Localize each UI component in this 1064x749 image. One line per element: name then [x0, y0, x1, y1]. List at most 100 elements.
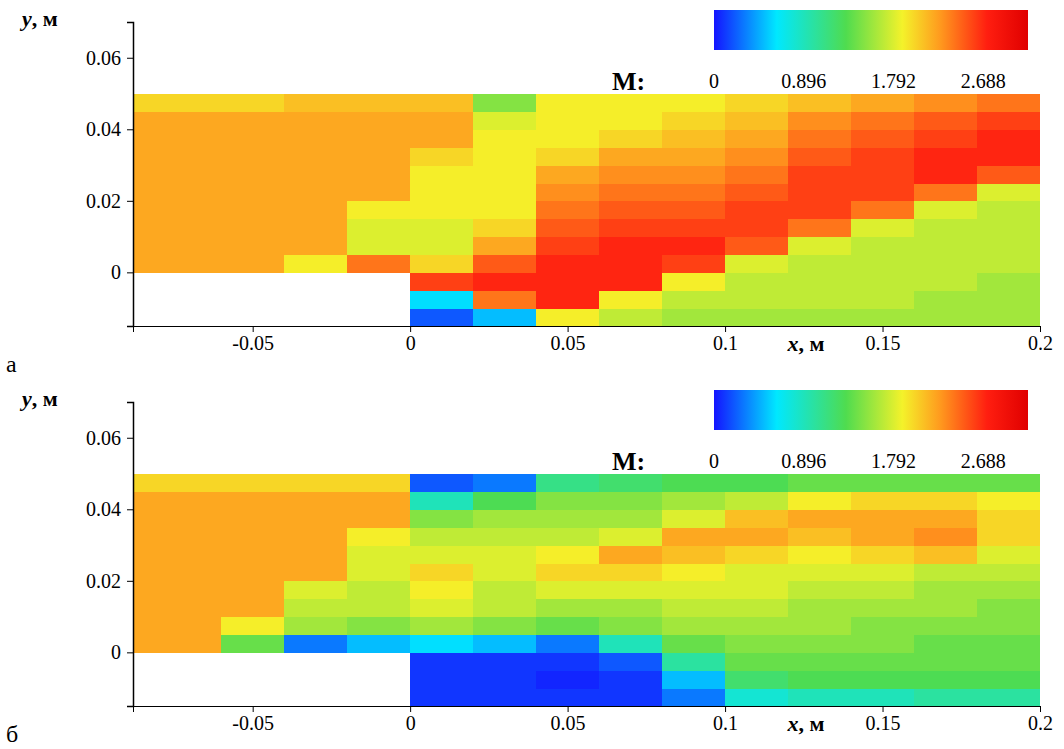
x-tick-mark [410, 326, 411, 332]
cell [133, 147, 222, 165]
cell [410, 527, 474, 545]
y-axis: 00.020.040.06 [86, 23, 134, 327]
x-tick: 0 [406, 326, 416, 354]
cell [914, 201, 978, 219]
cell [536, 308, 600, 326]
colorbar-tick-label: 1.792 [871, 70, 916, 92]
x-tick: 0.05 [551, 706, 586, 734]
cell [221, 581, 285, 599]
cell [914, 272, 978, 290]
panel-letter: а [6, 351, 17, 377]
cell [410, 545, 474, 563]
cell [536, 254, 600, 272]
cell [914, 254, 978, 272]
cell [788, 111, 852, 129]
cell [977, 563, 1040, 581]
cell [221, 254, 285, 272]
y-tick: 0.02 [86, 190, 133, 212]
y-tick-mark [127, 509, 133, 510]
x-tick-label: 0 [406, 332, 416, 354]
cell [221, 183, 285, 201]
cell [284, 254, 348, 272]
cell [788, 254, 852, 272]
x-tick: 0.05 [551, 326, 586, 354]
cell [851, 474, 915, 492]
cell [914, 183, 978, 201]
cell [410, 165, 474, 183]
cell [536, 219, 600, 237]
cell [914, 129, 978, 147]
cell [662, 491, 726, 509]
cell [410, 237, 474, 255]
cell [725, 183, 789, 201]
cell [662, 290, 726, 308]
cell [473, 94, 537, 112]
cell [221, 219, 285, 237]
cell [599, 599, 663, 617]
cell [977, 290, 1040, 308]
cell [284, 491, 348, 509]
cell [725, 308, 789, 326]
cell [662, 688, 726, 706]
cell [133, 219, 222, 237]
x-tick-mark [253, 706, 254, 712]
y-tick-label: 0.06 [86, 47, 121, 69]
cell [410, 308, 474, 326]
cell [473, 183, 537, 201]
cell [133, 599, 222, 617]
cell [977, 129, 1040, 147]
cell [599, 581, 663, 599]
cell [221, 617, 285, 635]
cell [347, 237, 411, 255]
cell [914, 545, 978, 563]
cell [725, 688, 789, 706]
y-tick-mark [127, 652, 133, 653]
panel-letter: б [6, 721, 18, 747]
cell [133, 165, 222, 183]
x-tick-mark [568, 326, 569, 332]
y-tick-label: 0 [111, 641, 121, 663]
cell [221, 509, 285, 527]
cell [662, 670, 726, 688]
cell [536, 474, 600, 492]
cell [410, 509, 474, 527]
x-tick-mark [568, 706, 569, 712]
cell [410, 491, 474, 509]
cell [284, 111, 348, 129]
cell [788, 272, 852, 290]
x-axis-line [134, 327, 1041, 333]
cell [914, 670, 978, 688]
cell [221, 201, 285, 219]
cell [133, 111, 222, 129]
cell [284, 634, 348, 652]
cell [851, 670, 915, 688]
y-tick: 0.04 [86, 118, 133, 140]
cell [133, 563, 222, 581]
cell [599, 147, 663, 165]
cell [977, 201, 1040, 219]
cell [410, 129, 474, 147]
cell [599, 237, 663, 255]
cell [410, 688, 474, 706]
cell [851, 634, 915, 652]
cell [977, 581, 1040, 599]
cell [599, 670, 663, 688]
cell [221, 237, 285, 255]
cell [977, 688, 1040, 706]
cell [221, 94, 285, 112]
cell [473, 237, 537, 255]
colorbar-tick-label: 2.688 [961, 450, 1006, 472]
cell [851, 254, 915, 272]
cell [599, 183, 663, 201]
y-tick-mark [127, 581, 133, 582]
cell [536, 688, 600, 706]
cell [221, 147, 285, 165]
cell [221, 634, 285, 652]
cell [284, 581, 348, 599]
cell [347, 201, 411, 219]
y-axis-line [127, 403, 134, 707]
cell [788, 563, 852, 581]
cell [410, 474, 474, 492]
colorbar-tick-label: 0 [709, 450, 719, 472]
colorbar-tick-label: 0 [709, 70, 719, 92]
